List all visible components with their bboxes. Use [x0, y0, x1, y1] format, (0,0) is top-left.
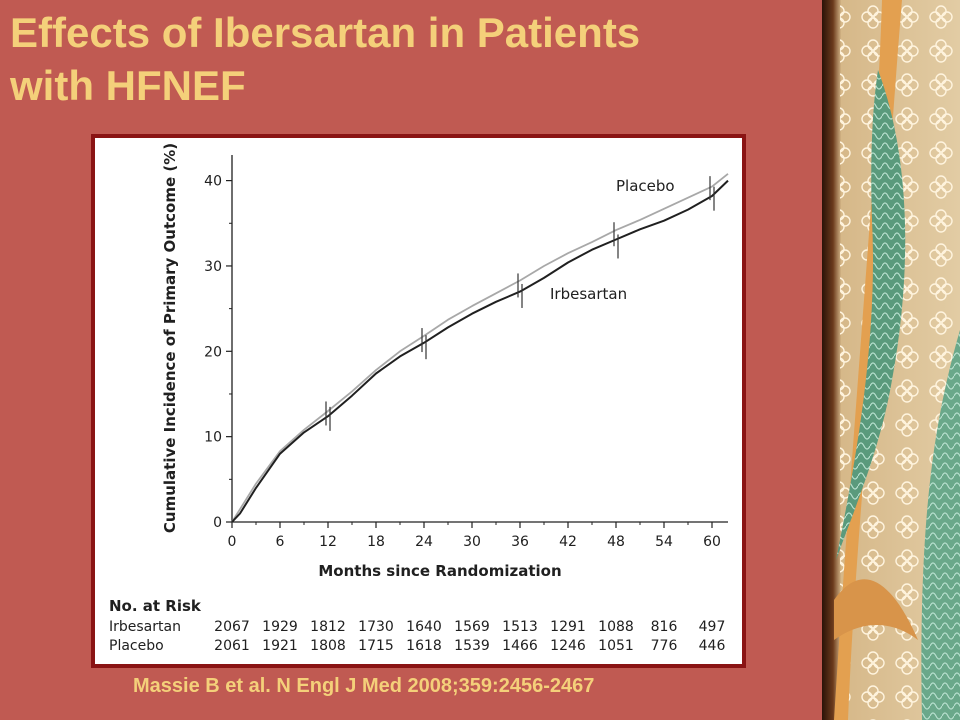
- x-tick-label: 42: [559, 534, 577, 550]
- series-line-irbesartan: [231, 179, 729, 523]
- risk-value-irbesartan: 1929: [262, 619, 298, 635]
- risk-value-placebo: 1051: [598, 638, 634, 654]
- risk-value-placebo: 1539: [454, 638, 490, 654]
- risk-value-placebo: 1246: [550, 638, 586, 654]
- y-tick-label: 40: [204, 174, 222, 190]
- orange-accent: [834, 579, 918, 640]
- risk-table-values: 2067 1929 1812 1730 1640 1569 1513 1291 1088 816 4…: [214, 619, 725, 654]
- slide-title: Effects of Ibersartan in Patients with H…: [10, 6, 810, 112]
- risk-value-placebo: 446: [699, 638, 726, 654]
- x-axis-title: Months since Randomization: [318, 562, 561, 580]
- x-tick-label: 12: [319, 534, 337, 550]
- x-tick-label: 60: [703, 534, 721, 550]
- risk-value-irbesartan: 1088: [598, 619, 634, 635]
- risk-value-placebo: 1618: [406, 638, 442, 654]
- x-tick-label: 54: [655, 534, 673, 550]
- risk-value-irbesartan: 2067: [214, 619, 250, 635]
- x-tick-label: 24: [415, 534, 433, 550]
- chart-marker-layer: [325, 176, 715, 431]
- x-tick-label: 6: [276, 534, 285, 550]
- risk-value-placebo: 2061: [214, 638, 250, 654]
- series-label-irbesartan: Irbesartan: [550, 285, 627, 303]
- x-tick-label: 18: [367, 534, 385, 550]
- x-tick-label: 30: [463, 534, 481, 550]
- risk-value-placebo: 1715: [358, 638, 394, 654]
- x-tick-label: 48: [607, 534, 625, 550]
- chart-series-layer: [231, 173, 729, 523]
- risk-table-header: No. at Risk: [109, 597, 202, 615]
- slide-title-line-2: with HFNEF: [10, 62, 246, 109]
- series-label-placebo: Placebo: [616, 177, 675, 195]
- risk-value-irbesartan: 1569: [454, 619, 490, 635]
- y-tick-label: 30: [204, 259, 222, 275]
- chart-axes: 0 6 12 18 24 30 36 42 48 54 60 0 10 20 30 40: [204, 155, 728, 550]
- risk-value-irbesartan: 1513: [502, 619, 538, 635]
- green-ribbon-pattern: [836, 70, 906, 560]
- risk-value-irbesartan: 1812: [310, 619, 346, 635]
- slide-title-line-1: Effects of Ibersartan in Patients: [10, 9, 641, 56]
- y-tick-label: 10: [204, 430, 222, 446]
- risk-value-irbesartan: 816: [651, 619, 678, 635]
- y-tick-label: 20: [204, 344, 222, 360]
- risk-value-placebo: 1808: [310, 638, 346, 654]
- chart-background: [95, 138, 742, 664]
- x-tick-label: 0: [228, 534, 237, 550]
- risk-value-irbesartan: 1730: [358, 619, 394, 635]
- series-line-placebo: [231, 173, 729, 523]
- risk-value-placebo: 1921: [262, 638, 298, 654]
- chart-frame: 0 6 12 18 24 30 36 42 48 54 60 0 10 20 30 40 Placebo Ir…: [91, 134, 746, 668]
- risk-value-placebo: 776: [651, 638, 678, 654]
- x-tick-label: 36: [511, 534, 529, 550]
- risk-value-irbesartan: 1640: [406, 619, 442, 635]
- citation: Massie B et al. N Engl J Med 2008;359:24…: [133, 675, 595, 697]
- risk-row-label-placebo: Placebo: [109, 638, 164, 654]
- risk-value-irbesartan: 1291: [550, 619, 586, 635]
- y-axis-title: Cumulative Incidence of Primary Outcome …: [161, 143, 179, 533]
- y-tick-label: 0: [213, 515, 222, 531]
- green-ribbon-right-pattern: [921, 330, 960, 720]
- risk-row-label-irbesartan: Irbesartan: [109, 619, 181, 635]
- risk-value-placebo: 1466: [502, 638, 538, 654]
- decorative-side-panel: [822, 0, 960, 720]
- kaplan-meier-chart: 0 6 12 18 24 30 36 42 48 54 60 0 10 20 30 40 Placebo Ir…: [95, 138, 742, 664]
- risk-value-irbesartan: 497: [699, 619, 726, 635]
